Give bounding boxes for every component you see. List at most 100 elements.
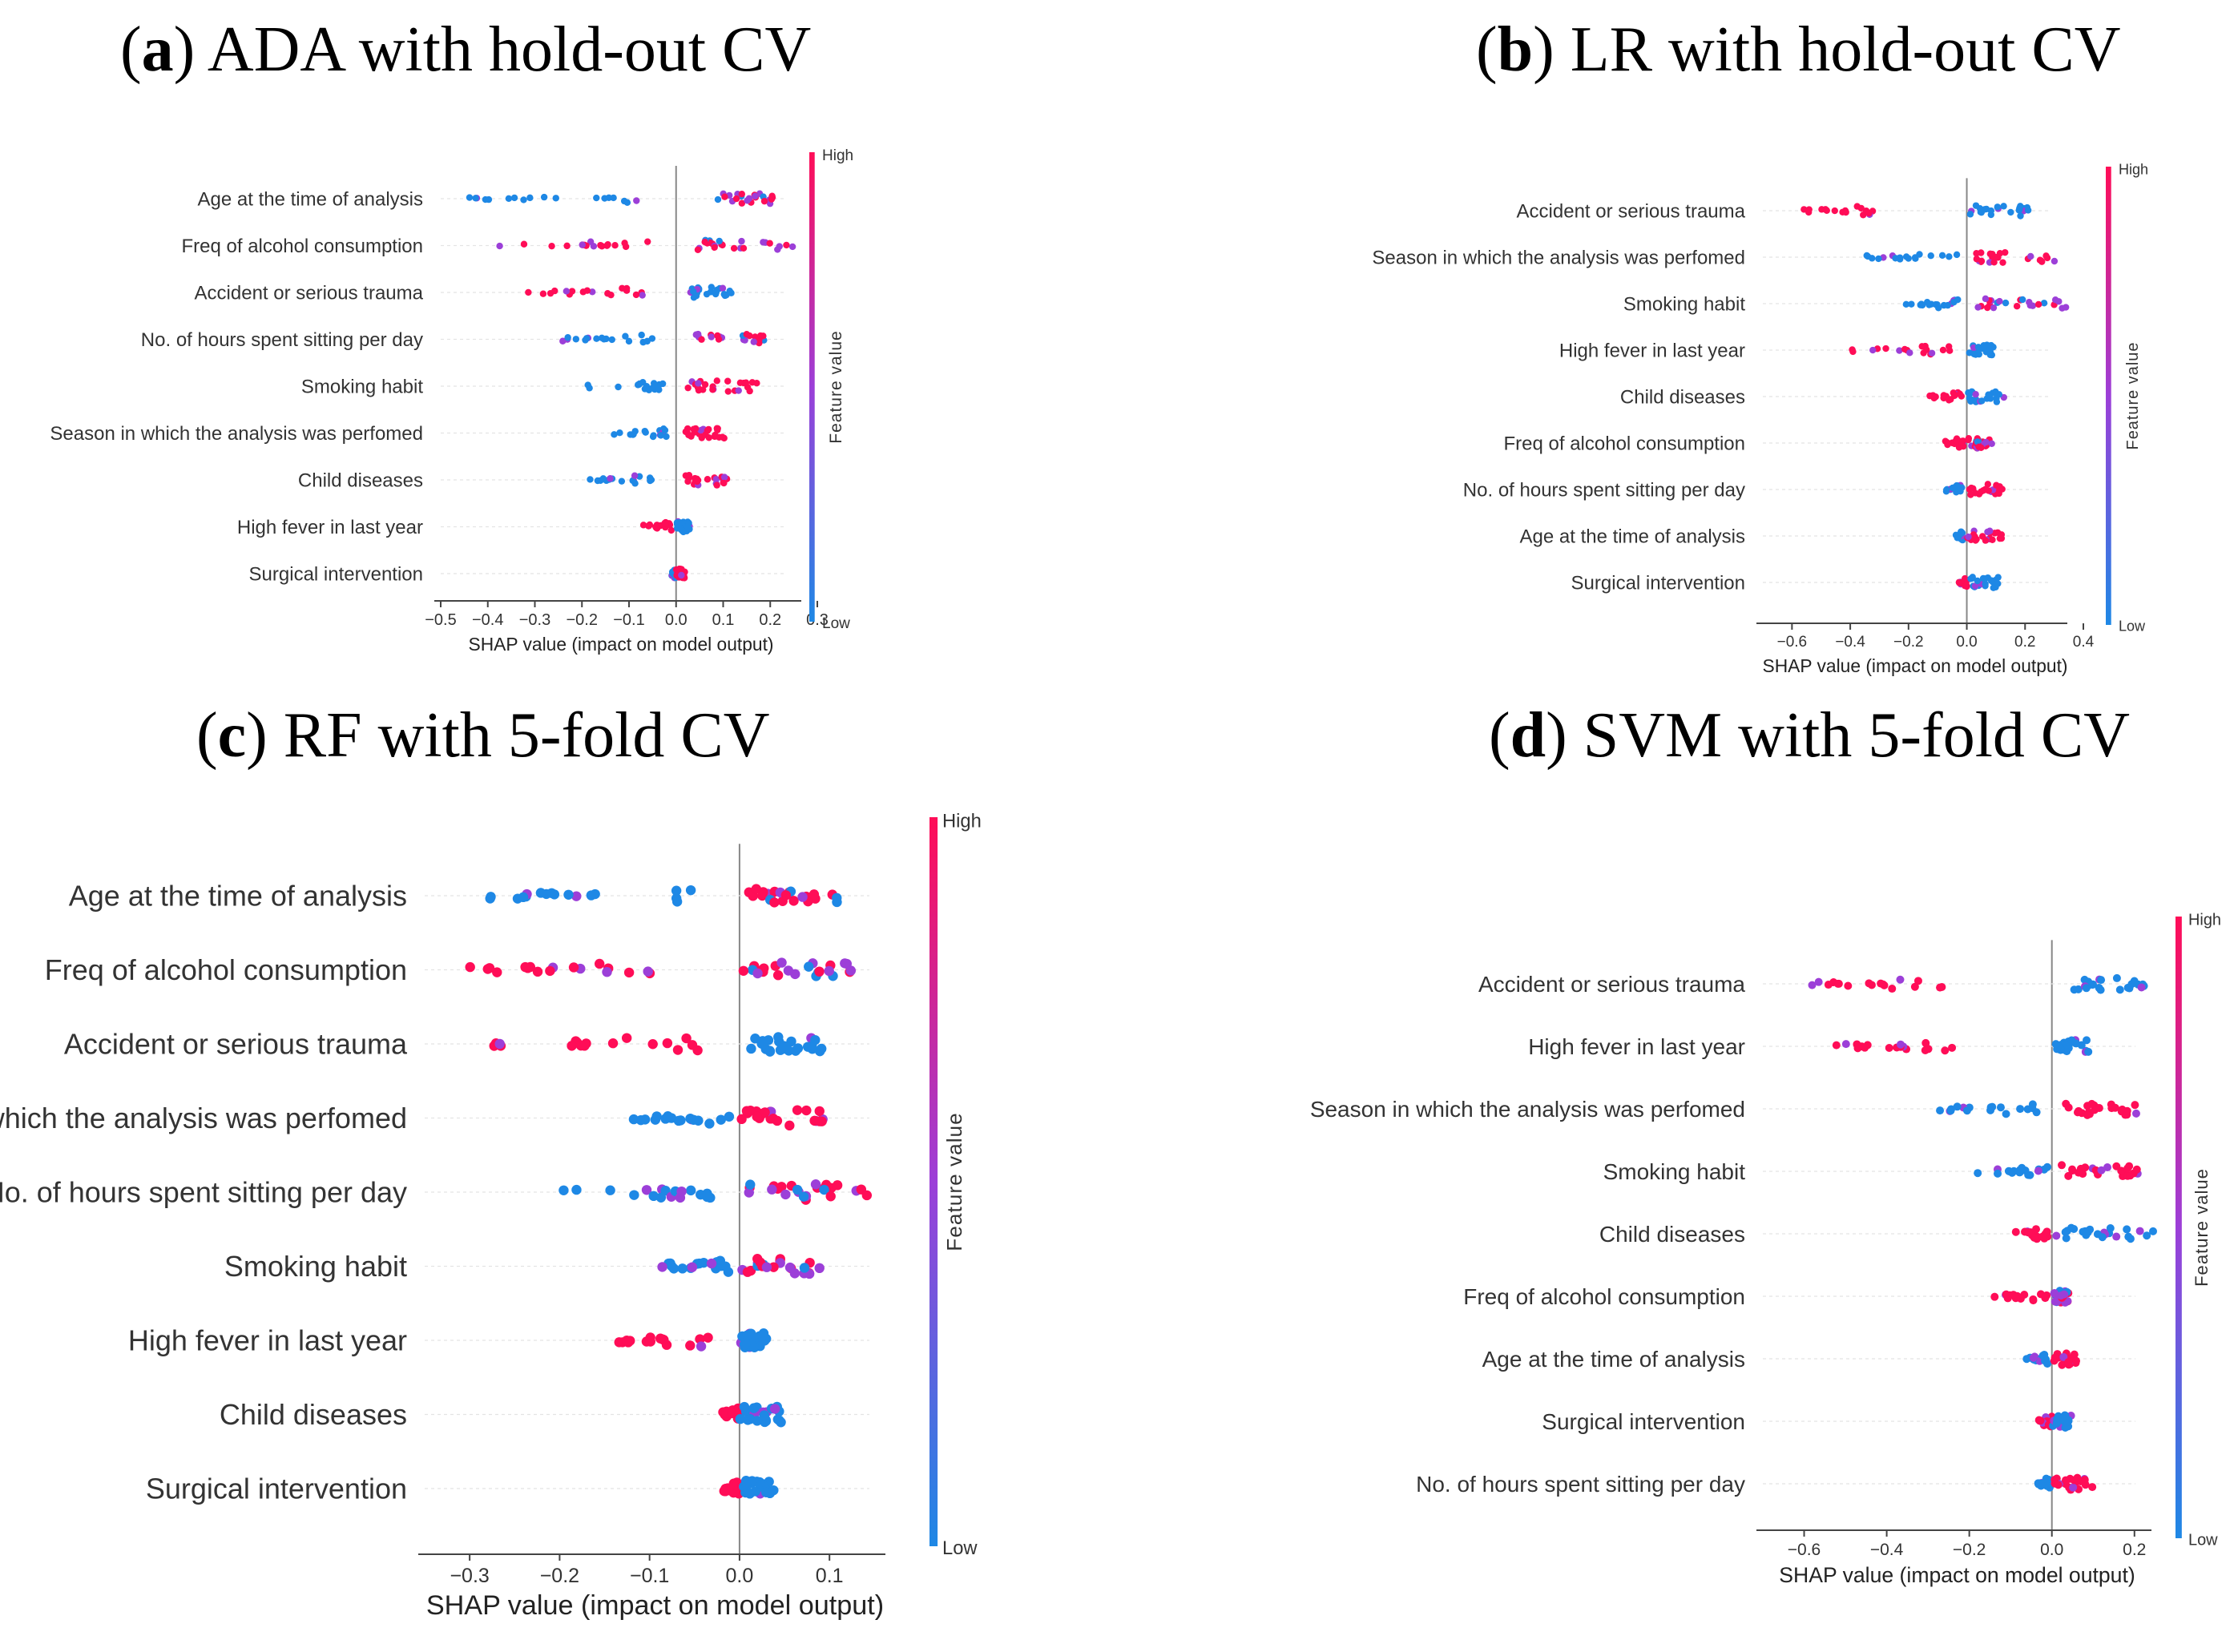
shap-point [505, 195, 513, 203]
feature-dots [639, 518, 693, 536]
shap-point [716, 1114, 726, 1125]
panel-b-title: (b) LR with hold-out CV [1476, 14, 2121, 85]
colorbar-low-label: Low [822, 615, 850, 632]
shap-point [738, 237, 745, 245]
shap-point [1946, 397, 1953, 404]
shap-point [2059, 1352, 2068, 1361]
shap-point [752, 1416, 763, 1426]
shap-point [2017, 212, 2024, 220]
feature-label: Season in which the analysis was perfome… [50, 423, 423, 445]
shap-point [622, 332, 629, 340]
shap-point [2015, 207, 2022, 214]
shap-point [756, 332, 764, 340]
colorbar-title: Feature value [942, 1112, 966, 1251]
shap-point [1984, 304, 1991, 312]
shap-point [738, 191, 746, 198]
x-tick-label: −0.4 [1835, 634, 1865, 651]
feature-dots [2022, 1349, 2081, 1369]
shap-point [759, 1410, 769, 1420]
shap-point [2028, 1100, 2037, 1109]
shap-point [2002, 1290, 2010, 1299]
shap-point [571, 1184, 582, 1195]
shap-chart-svm: Accident or serious trauma High fever in … [1310, 912, 2221, 1588]
feature-label: Surgical intervention [249, 563, 423, 585]
shap-point [799, 1263, 810, 1273]
colorbar-title: Feature value [2192, 1168, 2212, 1287]
shap-point [760, 239, 767, 246]
colorbar-title: Feature value [2124, 342, 2142, 450]
shap-point [1986, 347, 1993, 355]
shap-point [2011, 1227, 2020, 1236]
shap-point [2029, 1295, 2038, 1303]
shap-point [1989, 536, 1996, 543]
shap-point [679, 527, 686, 534]
shap-point [810, 1179, 821, 1190]
panel-c-title: (c) RF with 5-fold CV [196, 700, 770, 771]
shap-point [1981, 206, 1989, 213]
shap-point [593, 335, 600, 342]
shap-point [1939, 346, 1947, 354]
shap-point [678, 571, 685, 579]
shap-point [727, 1408, 737, 1419]
feature-dots [1936, 1099, 2140, 1119]
shap-point [2062, 304, 2070, 311]
shap-point [611, 431, 618, 438]
shap-point [1908, 300, 1915, 308]
shap-point [635, 1114, 646, 1126]
shap-point [2126, 1171, 2135, 1180]
shap-point [2034, 300, 2042, 308]
shap-point [736, 379, 744, 387]
shap-point [779, 1041, 789, 1051]
shap-point [1993, 398, 2001, 405]
shap-point [2022, 1355, 2031, 1364]
shap-point [1943, 486, 1950, 494]
shap-point [525, 288, 532, 296]
shap-point [549, 889, 560, 900]
panel-b-title-text: ) LR with hold-out CV [1533, 14, 2121, 85]
x-tick-label: −0.6 [1777, 634, 1808, 651]
shap-point [1946, 343, 1953, 350]
shap-point [466, 194, 474, 201]
shap-point [671, 897, 683, 907]
feature-label: Surgical intervention [1571, 572, 1745, 594]
feature-label: Age at the time of analysis [69, 880, 407, 913]
shap-point [1972, 537, 1979, 544]
shap-point [615, 383, 622, 391]
shap-point [1958, 439, 1966, 446]
shap-point [629, 1190, 639, 1200]
shap-point [1967, 491, 1974, 498]
shap-chart-lr: Accident or serious trauma Season in whic… [1372, 162, 2148, 677]
shap-point [814, 1116, 825, 1126]
shap-point [1917, 301, 1924, 308]
shap-point [769, 897, 780, 908]
colorbar-title: Feature value [827, 330, 845, 443]
shap-point [2051, 1040, 2060, 1049]
shap-point [594, 477, 602, 485]
x-axis-label: SHAP value (impact on model output) [469, 634, 774, 655]
feature-label: Freq of alcohol consumption [45, 953, 407, 986]
shap-point [2036, 1416, 2045, 1425]
shap-point [693, 477, 701, 486]
shap-point [540, 193, 548, 201]
shap-point [1966, 211, 1974, 218]
shap-point [2098, 1233, 2107, 1242]
shap-point [735, 1414, 746, 1424]
shap-point [494, 1038, 505, 1050]
shap-point [583, 287, 591, 294]
shap-point [2064, 1171, 2073, 1180]
shap-point [798, 1191, 809, 1202]
shap-point [694, 246, 702, 253]
shap-point [1994, 580, 2002, 587]
shap-point [696, 1189, 706, 1200]
shap-point [698, 336, 705, 343]
shap-point [579, 241, 586, 248]
shap-point [639, 292, 646, 299]
shap-point [1958, 530, 1965, 538]
shap-point [2061, 1423, 2070, 1432]
shap-point [685, 1340, 696, 1351]
shap-point [749, 1342, 760, 1352]
shap-point [1936, 983, 1945, 992]
shap-point [719, 284, 727, 292]
shap-point [736, 1114, 747, 1125]
shap-point [610, 194, 617, 202]
